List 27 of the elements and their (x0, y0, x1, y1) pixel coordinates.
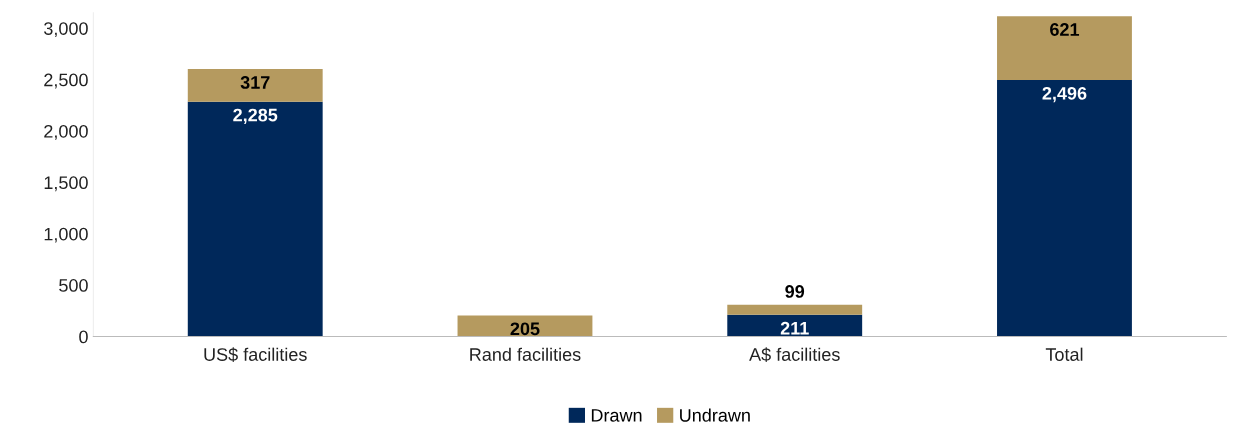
y-tick-label: 2,500 (44, 73, 88, 89)
x-tick-label: US$ facilities (204, 347, 307, 362)
x-tick-label: Total (1045, 347, 1083, 361)
x-tick-label: A$ facilities (749, 347, 840, 362)
y-tick-label: 3,000 (44, 22, 88, 38)
legend-label: Undrawn (680, 408, 750, 422)
data-label: 317 (240, 76, 270, 89)
bar (187, 101, 323, 337)
bar (187, 69, 323, 102)
data-label: 621 (1050, 23, 1080, 36)
bar (727, 314, 863, 337)
data-label: 99 (785, 285, 805, 298)
bar (997, 80, 1132, 337)
data-label: 205 (510, 322, 540, 336)
y-tick-label: 1,000 (44, 227, 88, 243)
x-tick-label: Rand facilities (470, 347, 581, 361)
data-label: 2,496 (1042, 86, 1087, 103)
y-tick-label: 2,000 (44, 124, 88, 140)
data-label: 2,285 (233, 108, 278, 125)
bar (997, 16, 1132, 80)
y-tick-label: 1,500 (44, 176, 88, 192)
data-label: 211 (780, 321, 809, 335)
y-tick-label: 0 (79, 330, 88, 344)
y-tick-label: 500 (59, 279, 88, 292)
legend-label: Drawn (591, 409, 642, 422)
bar (457, 315, 593, 337)
bar (727, 304, 863, 315)
